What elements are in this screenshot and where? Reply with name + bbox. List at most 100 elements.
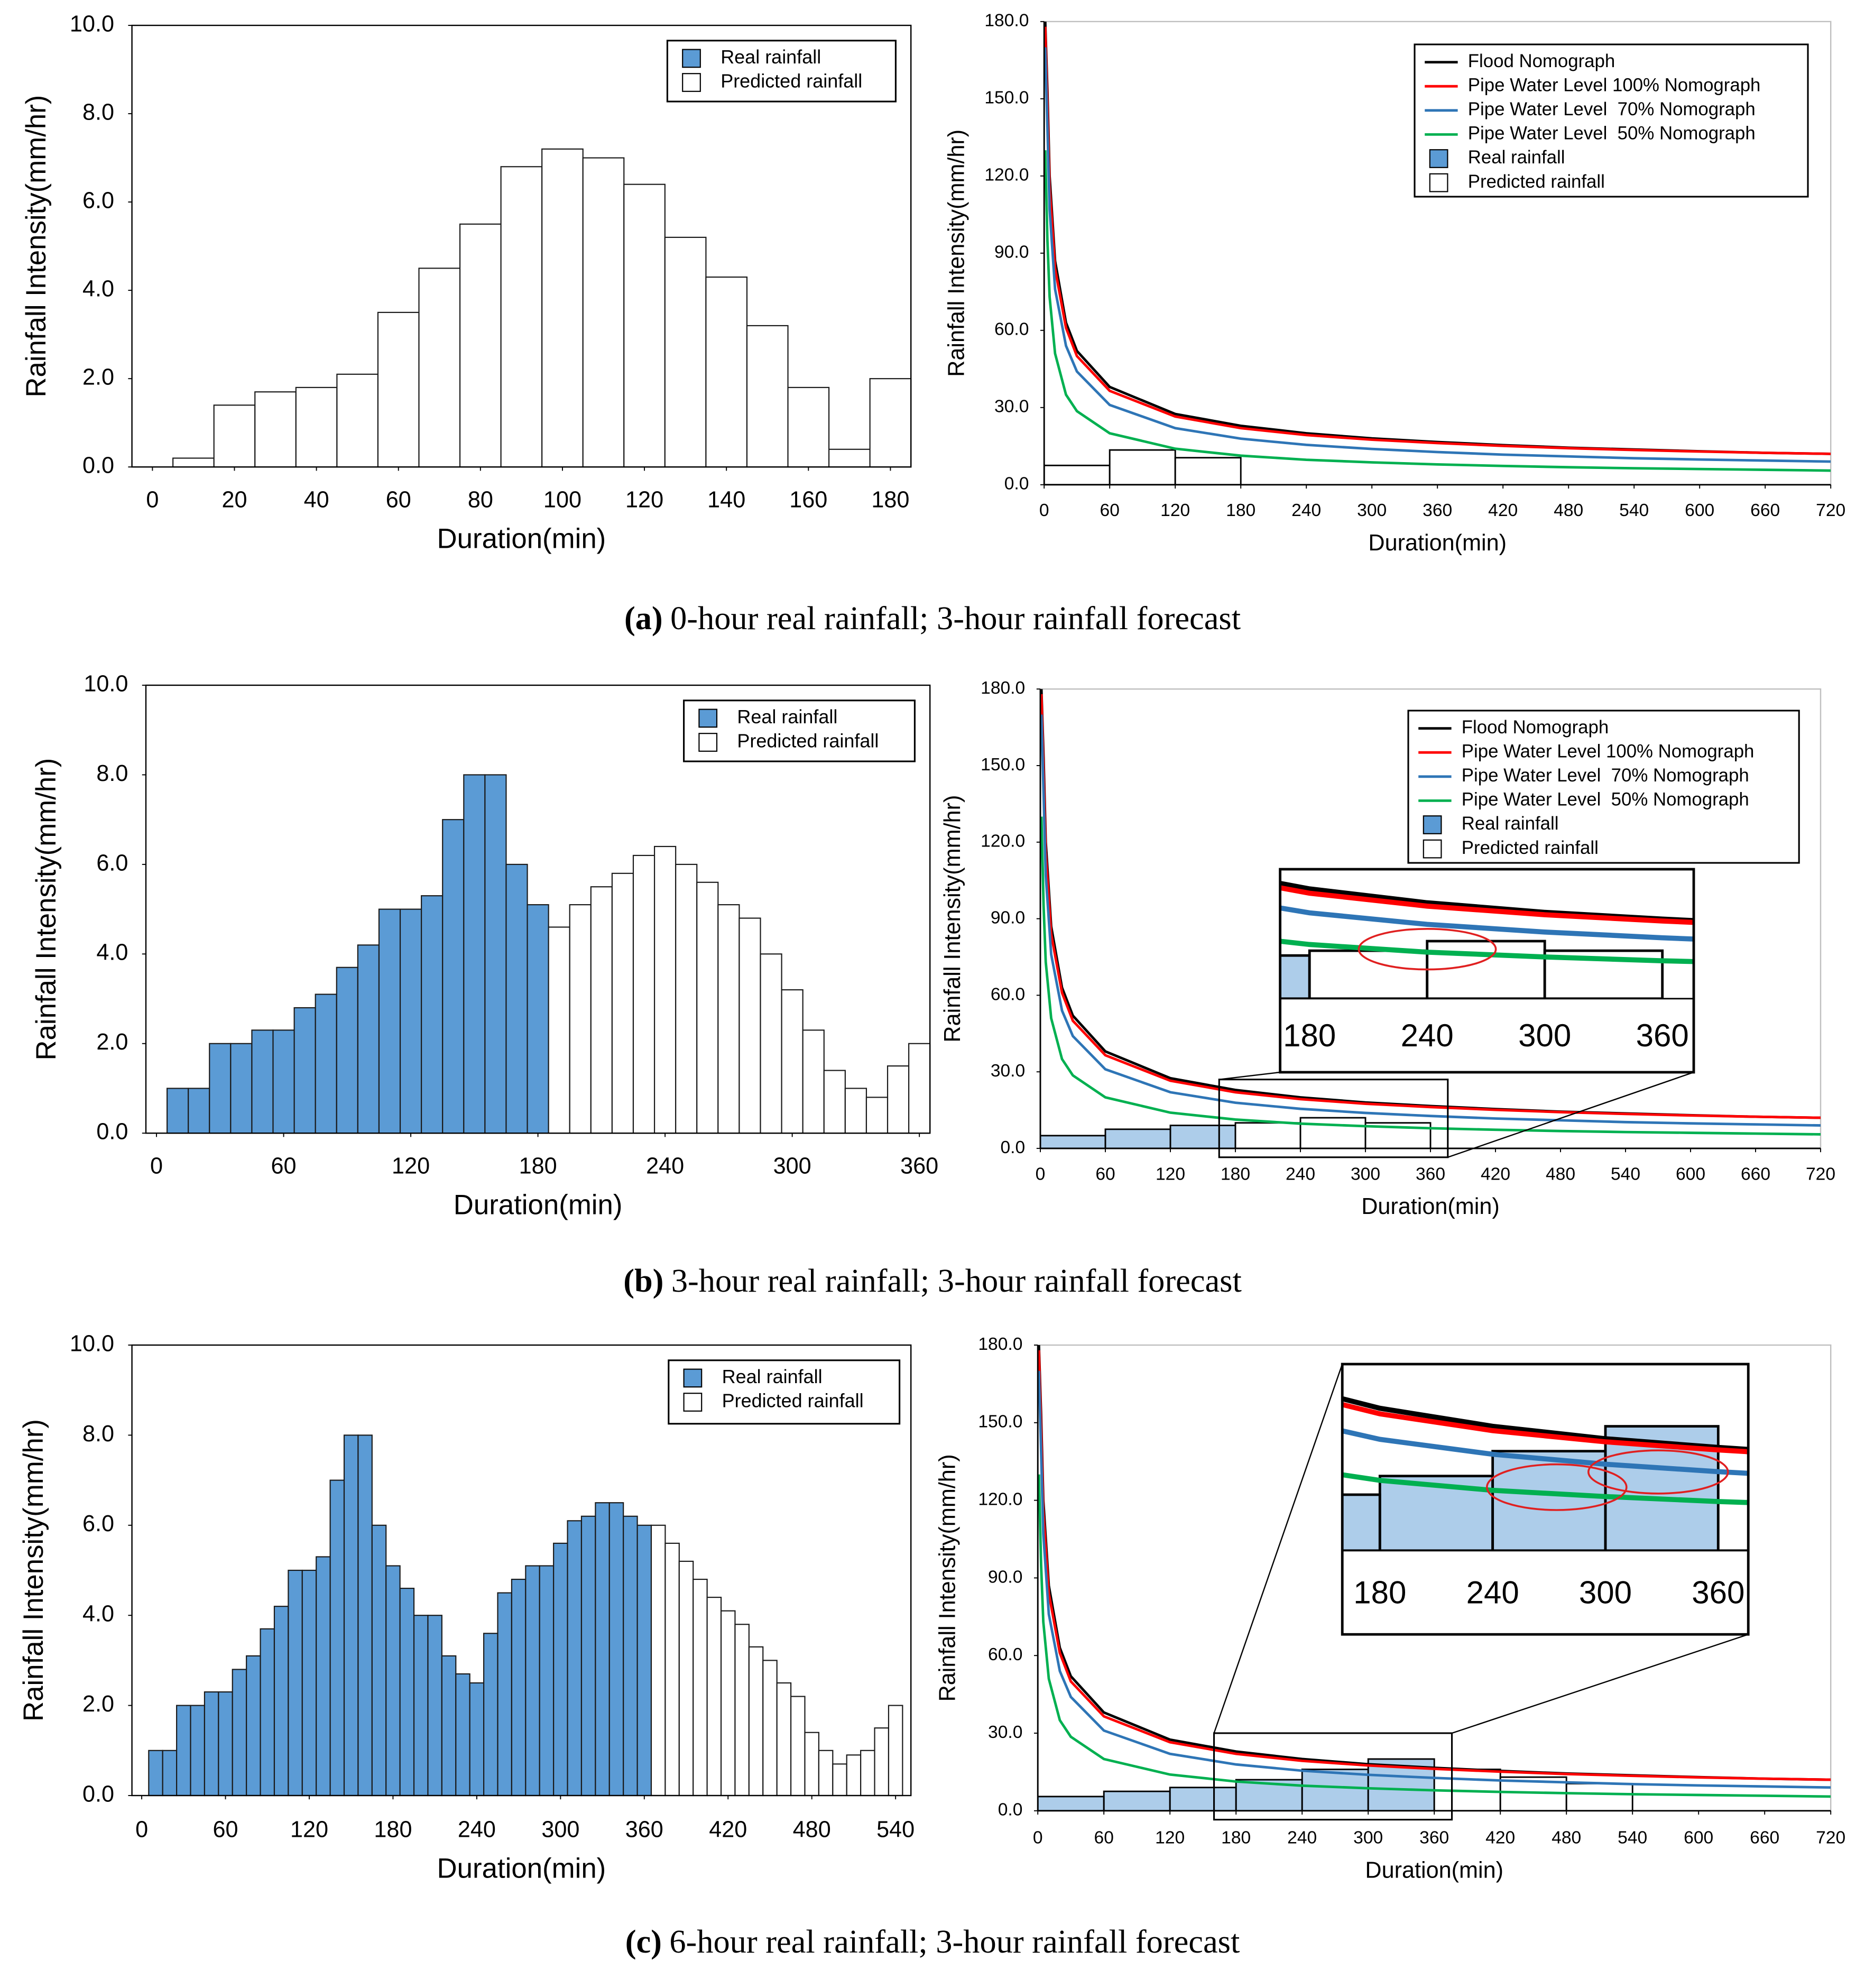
x-tick-label: 300 (1357, 501, 1387, 520)
y-tick-label: 90.0 (991, 908, 1025, 927)
histogram-bar (357, 1434, 373, 1797)
legend-label: Pipe Water Level 50% Nomograph (1468, 124, 1756, 144)
histogram-bar (846, 1754, 862, 1797)
y-axis-title: Rainfall Intensity(mm/hr) (935, 1454, 961, 1701)
legend-swatch (682, 49, 701, 68)
histogram-bar (611, 872, 634, 1134)
histogram-bar (696, 881, 719, 1134)
zoom-link (1447, 1071, 1694, 1158)
y-tick-label: 150.0 (981, 755, 1025, 775)
rain-bar (1234, 1122, 1301, 1148)
x-tick-label: 600 (1685, 501, 1714, 520)
x-axis-title: Duration(min) (437, 523, 606, 554)
x-tick-label: 420 (1481, 1164, 1510, 1184)
nomograph-chart: 0.0 30.0 60.0 90.0 120.0 150.0 180.0 0 60 120 180 2… (935, 1334, 1846, 1883)
legend-label: Flood Nomograph (1468, 51, 1615, 71)
x-tick-label: 180 (1226, 501, 1255, 520)
nomograph-line (1038, 1370, 1831, 1789)
x-tick-label: 300 (541, 1817, 579, 1843)
x-tick-label: 480 (1552, 1828, 1581, 1847)
y-tick-label: 2.0 (96, 1029, 128, 1055)
x-tick-label: 660 (1750, 501, 1780, 520)
nomograph-line (1280, 880, 1694, 924)
x-tick-label: 420 (709, 1817, 747, 1843)
y-tick-label: 2.0 (82, 1691, 114, 1717)
histogram-bar (746, 325, 789, 468)
y-tick-label: 10.0 (70, 11, 114, 36)
rain-bar (1109, 449, 1176, 485)
histogram-bar (273, 1606, 289, 1797)
nomograph-line (1038, 1350, 1831, 1781)
x-tick-label: 60 (1100, 501, 1120, 520)
histogram-bar (167, 1088, 189, 1134)
histogram-bar (377, 311, 420, 468)
plot-area (1040, 689, 1821, 1148)
x-tick-label: 240 (1286, 1164, 1315, 1184)
nomograph-chart: 0.0 30.0 60.0 90.0 120.0 150.0 180.0 0 60 120 180 2… (944, 11, 1845, 556)
nomograph-line (1280, 905, 1694, 942)
x-tick-label: 180 (1221, 1828, 1251, 1847)
x-tick-label: 360 (1416, 1164, 1445, 1184)
histogram-bar (678, 1560, 694, 1797)
inset: 180 240 300 360 (1074, 868, 1695, 1074)
rain-bar (1044, 464, 1111, 485)
inset-tick-label: 180 (1283, 1018, 1336, 1053)
x-tick-label: 0 (135, 1817, 148, 1843)
histogram-bar (230, 1043, 253, 1134)
y-tick-label: 0.0 (82, 453, 114, 478)
x-tick-label: 240 (1291, 501, 1321, 520)
histogram-bar (844, 1088, 867, 1134)
y-tick-label: 4.0 (82, 1602, 114, 1627)
histogram-bar (251, 1029, 274, 1134)
histogram-bar (908, 1043, 931, 1134)
legend-label: Predicted rainfall (721, 70, 862, 91)
histogram-bar (818, 1750, 834, 1797)
zoom-link (1219, 1071, 1280, 1080)
legend: Flood Nomograph Pipe Water Level 100% Nom… (1414, 43, 1809, 198)
histogram-bar (762, 1660, 778, 1797)
x-tick-label: 80 (468, 487, 493, 512)
x-tick-label: 600 (1676, 1164, 1705, 1184)
y-tick-label: 120.0 (981, 832, 1025, 851)
histogram-bar (553, 1542, 568, 1797)
x-axis-title: Duration(min) (454, 1189, 623, 1220)
histogram-bar (378, 908, 401, 1134)
x-tick-label: 660 (1741, 1164, 1770, 1184)
histogram-bar (293, 1007, 316, 1134)
histogram-bar (874, 1727, 890, 1797)
x-tick-label: 480 (1554, 501, 1583, 520)
y-tick-label: 8.0 (96, 761, 128, 786)
plot-frame (145, 684, 931, 1134)
y-tick-label: 90.0 (994, 243, 1029, 262)
nomograph-line (1040, 694, 1821, 1119)
histogram-bar (567, 1520, 583, 1797)
histogram-bar (869, 378, 912, 468)
x-tick-label: 120 (392, 1153, 430, 1179)
x-tick-label: 360 (1423, 501, 1452, 520)
rain-bar (1280, 954, 1311, 999)
histogram-bar (539, 1565, 555, 1797)
caption-label: (c) (625, 1924, 662, 1961)
histogram-bar (569, 904, 592, 1134)
legend: Flood Nomograph Pipe Water Level 100% Nom… (1407, 710, 1800, 864)
inset-frame (1341, 1363, 1750, 1636)
x-tick-label: 40 (304, 487, 329, 512)
histogram-bar (717, 904, 740, 1134)
histogram-bar (272, 1029, 295, 1134)
rain-bar (1074, 963, 1192, 999)
y-tick-label: 90.0 (988, 1567, 1022, 1587)
inset-tick-label: 360 (1636, 1018, 1689, 1053)
nomograph-line (1280, 885, 1694, 925)
histogram-bar (636, 1524, 652, 1797)
histogram-bar (675, 863, 698, 1134)
histogram-bar (787, 386, 830, 468)
histogram-bar (664, 1542, 680, 1797)
y-tick-label: 0.0 (1001, 1138, 1026, 1157)
histogram-bar (632, 854, 655, 1134)
legend-label: Predicted rainfall (737, 730, 879, 751)
histogram-bar (650, 1524, 666, 1797)
histogram-bar (734, 1624, 750, 1797)
x-tick-label: 120 (1160, 501, 1190, 520)
caption: (a) 0-hour real rainfall; 3-hour rainfall… (624, 600, 1241, 637)
histogram-bar (511, 1578, 527, 1797)
